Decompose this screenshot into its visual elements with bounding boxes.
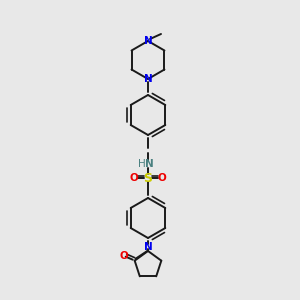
Text: S: S [143,172,152,184]
Text: O: O [130,173,138,183]
Text: N: N [145,159,153,169]
Text: H: H [138,159,146,169]
Text: O: O [158,173,166,183]
Text: N: N [144,242,152,252]
Text: N: N [144,36,152,46]
Text: O: O [119,251,128,261]
Text: N: N [144,74,152,84]
